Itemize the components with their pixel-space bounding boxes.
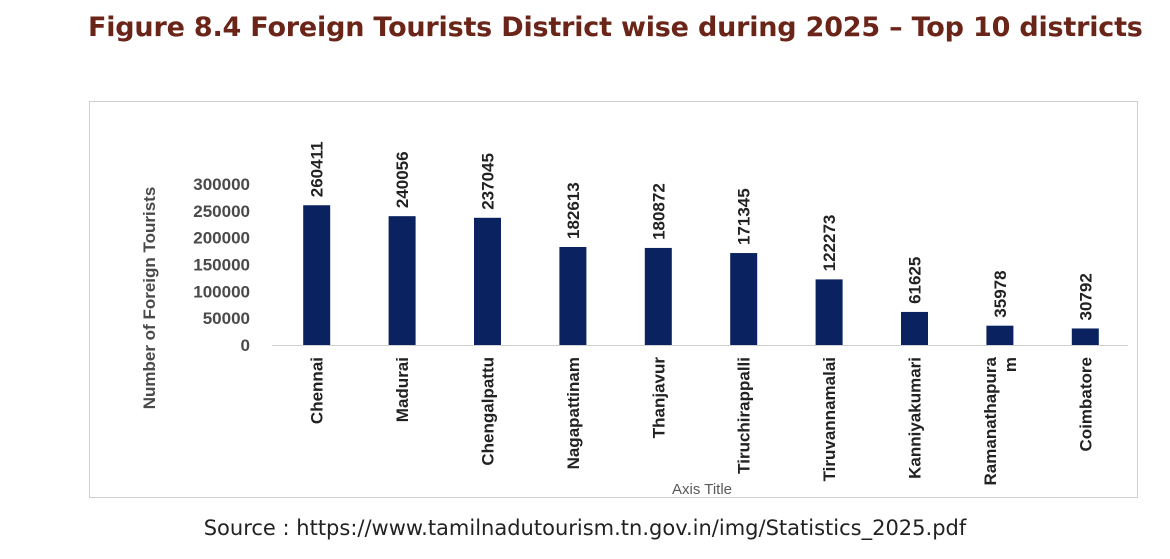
data-label: 35978: [991, 270, 1010, 317]
data-label: 260411: [308, 141, 327, 197]
bar: [303, 205, 331, 345]
x-tick-label: Thanjavur: [649, 357, 668, 439]
bar: [388, 216, 416, 345]
y-axis-title: Number of Foreign Tourists: [140, 187, 159, 410]
x-tick-label: Madurai: [393, 357, 412, 422]
y-tick-label: 250000: [193, 202, 250, 221]
y-tick-label: 300000: [193, 175, 250, 194]
bar: [730, 253, 758, 345]
data-label: 180872: [649, 183, 668, 240]
bar: [644, 247, 672, 345]
data-label: 237045: [479, 153, 498, 210]
bar: [901, 311, 928, 345]
x-tick-label: Coimbatore: [1076, 357, 1095, 451]
y-tick-label: 200000: [193, 229, 250, 248]
x-tick-label: Chengalpattu: [479, 357, 498, 466]
y-tick-label: 100000: [193, 282, 250, 301]
y-tick-label: 50000: [203, 309, 250, 328]
x-tick-label: Ramanathapura: [981, 356, 1000, 485]
bar-chart: 0 50000 100000 150000 200000 250000 300000 Numb…: [140, 141, 1128, 498]
x-tick-label: Nagapattinam: [564, 357, 583, 469]
figure-title: Figure 8.4 Foreign Tourists District wis…: [88, 12, 1143, 43]
data-label: 240056: [393, 151, 412, 208]
bar: [1071, 328, 1099, 345]
x-tick-label: Kanniyakumari: [906, 357, 925, 479]
data-label: 182613: [564, 182, 583, 239]
bar: [815, 279, 843, 345]
bar: [559, 246, 587, 345]
x-tick-label: Tiruchirappalli: [735, 357, 754, 474]
source-caption: Source : https://www.tamilnadutourism.tn…: [203, 516, 967, 540]
x-tick-label: m: [1001, 357, 1020, 372]
data-label: 171345: [735, 188, 754, 245]
y-tick-label: 150000: [193, 256, 250, 275]
data-label: 30792: [1076, 273, 1095, 320]
x-tick-label: Tiruvannamalai: [820, 357, 839, 481]
bar: [474, 217, 501, 345]
data-label: 61625: [906, 257, 925, 304]
data-label: 122273: [820, 215, 839, 272]
chart-area: 0 50000 100000 150000 200000 250000 300000 Numb…: [89, 101, 1138, 498]
y-tick-label: 0: [241, 336, 250, 355]
x-axis-title: Axis Title: [672, 481, 732, 498]
bar: [986, 325, 1014, 345]
x-tick-label: Chennai: [308, 357, 327, 424]
